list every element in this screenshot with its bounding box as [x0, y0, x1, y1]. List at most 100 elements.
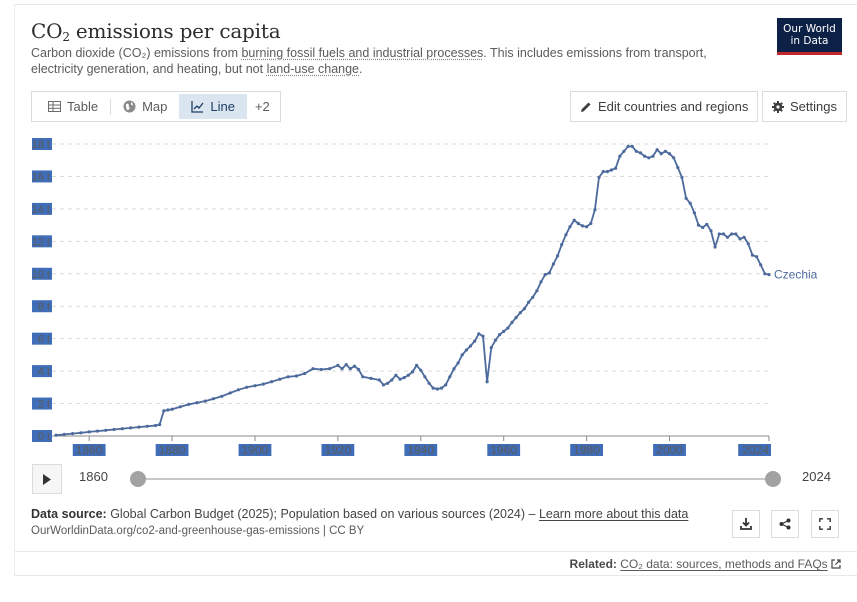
timeline-track[interactable]: [138, 478, 773, 480]
data-point: [738, 237, 742, 241]
data-point: [489, 346, 493, 350]
data-point: [630, 144, 634, 148]
y-tick-label: 2 t: [38, 399, 50, 411]
data-point: [651, 154, 655, 158]
data-point: [261, 382, 265, 386]
y-tick-label-bg: [32, 332, 52, 345]
data-point: [129, 426, 133, 430]
data-point: [178, 405, 182, 409]
related-link-row: Related: CO₂ data: sources, methods and …: [570, 557, 841, 571]
data-point: [493, 338, 497, 342]
data-point: [709, 229, 713, 233]
x-tick-label-bg: [155, 444, 189, 456]
x-tick-label-bg: [321, 444, 355, 456]
data-source: Data source: Global Carbon Budget (2025)…: [31, 507, 689, 521]
download-button[interactable]: [732, 510, 760, 538]
data-point: [170, 407, 174, 411]
learn-more-link[interactable]: Learn more about this data: [538, 507, 689, 521]
data-point: [270, 380, 274, 384]
data-point: [402, 376, 406, 380]
download-icon: [740, 518, 752, 530]
data-point: [87, 430, 91, 434]
y-tick-label: 18 t: [32, 139, 50, 151]
data-point: [634, 149, 638, 153]
data-point: [195, 401, 199, 405]
data-point: [419, 368, 423, 372]
fullscreen-button[interactable]: [811, 510, 839, 538]
data-point: [71, 432, 75, 436]
y-tick-label: 4 t: [38, 366, 50, 378]
x-tick-label: 1920: [325, 443, 352, 457]
share-button[interactable]: [771, 510, 799, 538]
data-point: [311, 367, 315, 371]
tab-more[interactable]: +2: [254, 99, 270, 114]
data-point: [340, 367, 344, 371]
y-tick-label: 8 t: [38, 301, 50, 313]
edit-countries-button[interactable]: Edit countries and regions: [570, 91, 759, 122]
x-tick-label-bg: [738, 444, 771, 456]
data-point: [394, 373, 398, 377]
data-point: [328, 367, 332, 371]
data-point: [676, 165, 680, 170]
data-point: [622, 149, 626, 153]
tab-line[interactable]: Line: [179, 94, 247, 119]
data-point: [477, 332, 481, 336]
data-point: [518, 311, 522, 315]
data-point: [551, 262, 556, 266]
pencil-icon: [581, 102, 591, 112]
tab-table[interactable]: Table: [36, 94, 110, 119]
y-tick-label-bg: [32, 267, 52, 280]
data-point: [506, 326, 510, 330]
data-point: [717, 232, 721, 236]
data-point: [431, 386, 435, 390]
data-point: [211, 397, 216, 401]
data-point: [742, 235, 746, 239]
data-point: [734, 232, 738, 236]
data-point: [713, 245, 717, 249]
data-point: [381, 383, 386, 387]
data-point: [589, 221, 593, 226]
data-point: [626, 144, 630, 148]
data-point: [502, 329, 506, 333]
timeline-start-handle[interactable]: [130, 471, 146, 487]
x-tick-label: 1980: [573, 443, 600, 457]
data-point: [361, 375, 365, 379]
y-tick-label: 12 t: [32, 236, 50, 248]
timeline-end-handle[interactable]: [765, 471, 781, 487]
play-button[interactable]: [32, 464, 62, 494]
land-use-change-link[interactable]: land-use change: [266, 62, 360, 76]
x-tick-label: 1960: [490, 443, 517, 457]
data-point: [746, 242, 750, 246]
data-point: [352, 364, 357, 368]
settings-button[interactable]: Settings: [762, 91, 847, 122]
fossil-fuels-link[interactable]: burning fossil fuels and industrial proc…: [241, 46, 484, 60]
data-point: [767, 273, 771, 277]
chart-frame: [14, 4, 857, 576]
data-point: [750, 253, 755, 257]
data-point: [423, 375, 427, 379]
fullscreen-icon: [819, 518, 831, 530]
x-tick-label: 2000: [656, 443, 683, 457]
data-point: [643, 154, 647, 158]
data-point: [319, 367, 323, 372]
y-tick-label-bg: [32, 300, 52, 313]
data-point: [427, 381, 431, 385]
data-point: [348, 367, 352, 371]
data-point: [336, 363, 340, 367]
data-point: [684, 196, 688, 200]
data-point: [527, 300, 531, 304]
y-tick-label-bg: [32, 430, 52, 442]
data-point: [759, 263, 763, 267]
data-point: [253, 384, 257, 388]
data-point: [104, 428, 108, 432]
data-point: [659, 152, 663, 156]
data-point: [444, 383, 448, 387]
data-point: [543, 273, 547, 277]
data-point: [601, 170, 605, 174]
data-point: [755, 255, 759, 259]
owid-logo[interactable]: Our World in Data: [777, 18, 842, 55]
tab-map[interactable]: Map: [111, 94, 179, 119]
data-point: [245, 385, 249, 389]
data-point: [406, 373, 410, 377]
related-link[interactable]: CO₂ data: sources, methods and FAQs: [620, 557, 828, 571]
